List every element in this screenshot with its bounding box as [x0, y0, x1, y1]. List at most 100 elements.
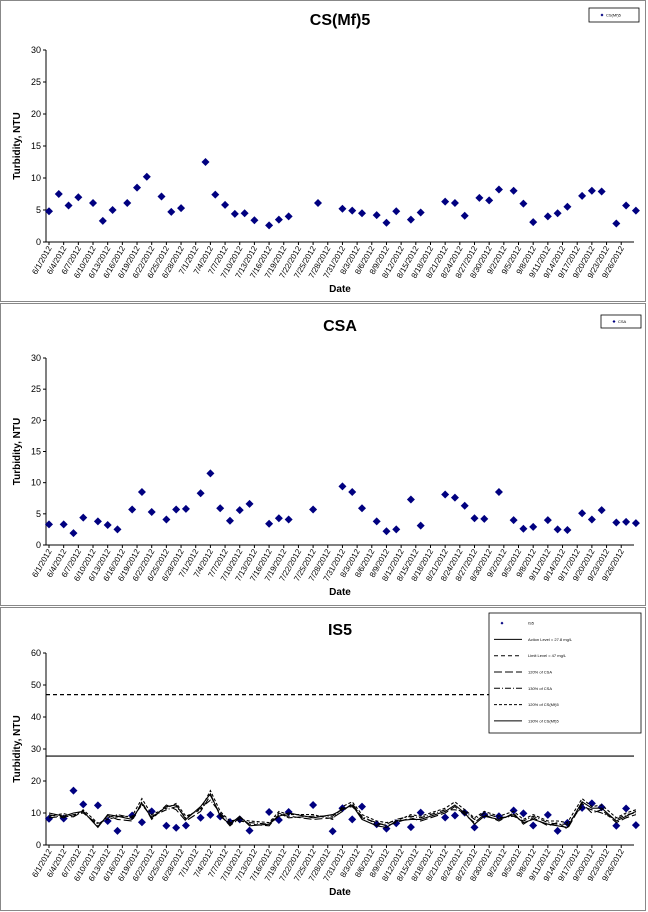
data-point	[494, 185, 503, 194]
data-point	[123, 198, 132, 207]
legend-box	[588, 7, 640, 23]
data-point	[622, 804, 631, 813]
data-point	[470, 514, 479, 523]
data-point	[563, 526, 572, 535]
data-point	[578, 509, 587, 518]
data-point	[265, 519, 274, 528]
legend-box	[600, 314, 642, 329]
data-point	[79, 800, 88, 809]
data-point	[93, 517, 102, 526]
data-point	[206, 469, 215, 478]
data-point	[543, 810, 552, 819]
data-point	[89, 198, 98, 207]
chart-panel-cs-mf5: CS(Mf)5 0 5 10 15 20 25 30 6/1/2012 6/4/2012 6/7/2…	[0, 0, 646, 302]
data-point	[284, 515, 293, 524]
legend-entry: 120% of CSA	[528, 670, 552, 675]
data-point	[177, 204, 186, 213]
chart-title: IS5	[328, 622, 352, 639]
data-point	[69, 786, 78, 795]
legend-marker	[612, 320, 616, 323]
data-point	[172, 823, 181, 832]
data-point	[196, 813, 205, 822]
data-point	[274, 514, 283, 523]
legend-entry: 120% of CS(Mf)5	[528, 702, 559, 707]
legend-entry: 130% of CSA	[528, 686, 552, 691]
data-point	[147, 807, 156, 816]
y-tick-label: 15	[31, 447, 41, 457]
data-point	[553, 826, 562, 835]
data-point	[509, 516, 518, 525]
legend-entry: Action Level = 27.8 mg/L	[528, 637, 573, 642]
data-point	[470, 823, 479, 832]
data-point	[529, 522, 538, 531]
data-point	[392, 207, 401, 216]
data-point	[235, 506, 244, 515]
x-axis-label: Date	[329, 887, 351, 898]
data-point	[284, 212, 293, 221]
data-point	[225, 516, 234, 525]
data-point	[206, 810, 215, 819]
data-point	[265, 221, 274, 230]
data-point	[113, 826, 122, 835]
chart-title: CSA	[323, 318, 357, 335]
y-axis-label: Turbidity, NTU	[12, 112, 23, 179]
chart-cs-mf5: CS(Mf)50510152025306/1/20126/4/20126/7/2…	[12, 7, 640, 295]
data-point	[475, 193, 484, 202]
data-point	[309, 801, 318, 809]
data-point	[406, 215, 415, 224]
data-point	[274, 215, 283, 224]
data-point	[211, 190, 220, 199]
chart-panel-csa: CSA 0 5 10 15 20 25 30 6/1/2012 6/4/2012 6/7/2012 6…	[0, 303, 646, 606]
data-point	[450, 198, 459, 207]
data-point	[612, 821, 621, 830]
data-point	[230, 209, 239, 218]
data-point	[587, 186, 596, 195]
data-point	[162, 821, 171, 830]
data-point	[313, 198, 322, 207]
data-point	[245, 826, 254, 835]
data-point	[631, 206, 640, 215]
data-point	[250, 216, 259, 225]
y-tick-label: 10	[31, 808, 41, 818]
data-point	[372, 211, 381, 220]
data-point	[201, 158, 210, 166]
y-tick-label: 40	[31, 712, 41, 722]
data-point	[392, 525, 401, 534]
y-tick-label: 20	[31, 109, 41, 119]
data-point	[485, 196, 494, 205]
data-point	[553, 525, 562, 534]
data-point	[59, 520, 68, 529]
data-point	[519, 809, 528, 818]
data-point	[519, 524, 528, 533]
data-point	[98, 216, 107, 225]
data-point	[45, 814, 53, 823]
data-point	[274, 816, 283, 825]
y-axis-label: Turbidity, NTU	[12, 418, 23, 485]
data-point	[338, 204, 347, 213]
data-point	[181, 504, 190, 513]
data-point	[406, 495, 415, 504]
data-point	[240, 209, 249, 218]
data-point	[416, 521, 425, 530]
data-point	[69, 529, 78, 538]
y-axis-label: Turbidity, NTU	[12, 715, 23, 782]
x-axis-label: Date	[329, 587, 351, 598]
data-point	[406, 823, 415, 832]
legend-entry: Limit Level = 47 mg/L	[528, 653, 567, 658]
y-tick-label: 20	[31, 776, 41, 786]
series-line	[48, 792, 637, 829]
data-point	[553, 209, 562, 218]
chart-panel-is5: IS5 0 10 20 30 40 50 60 6/1/2012 6/4/2012 6/7/2012…	[0, 607, 646, 911]
y-tick-label: 0	[36, 540, 41, 550]
data-point	[563, 202, 572, 211]
data-point	[578, 191, 587, 200]
data-point	[103, 521, 112, 530]
legend-marker	[600, 13, 604, 17]
data-point	[622, 201, 631, 210]
y-tick-label: 0	[36, 237, 41, 247]
data-point	[162, 515, 171, 524]
data-point	[543, 516, 552, 525]
data-point	[597, 187, 606, 196]
data-point	[142, 172, 151, 181]
data-point	[631, 821, 640, 830]
